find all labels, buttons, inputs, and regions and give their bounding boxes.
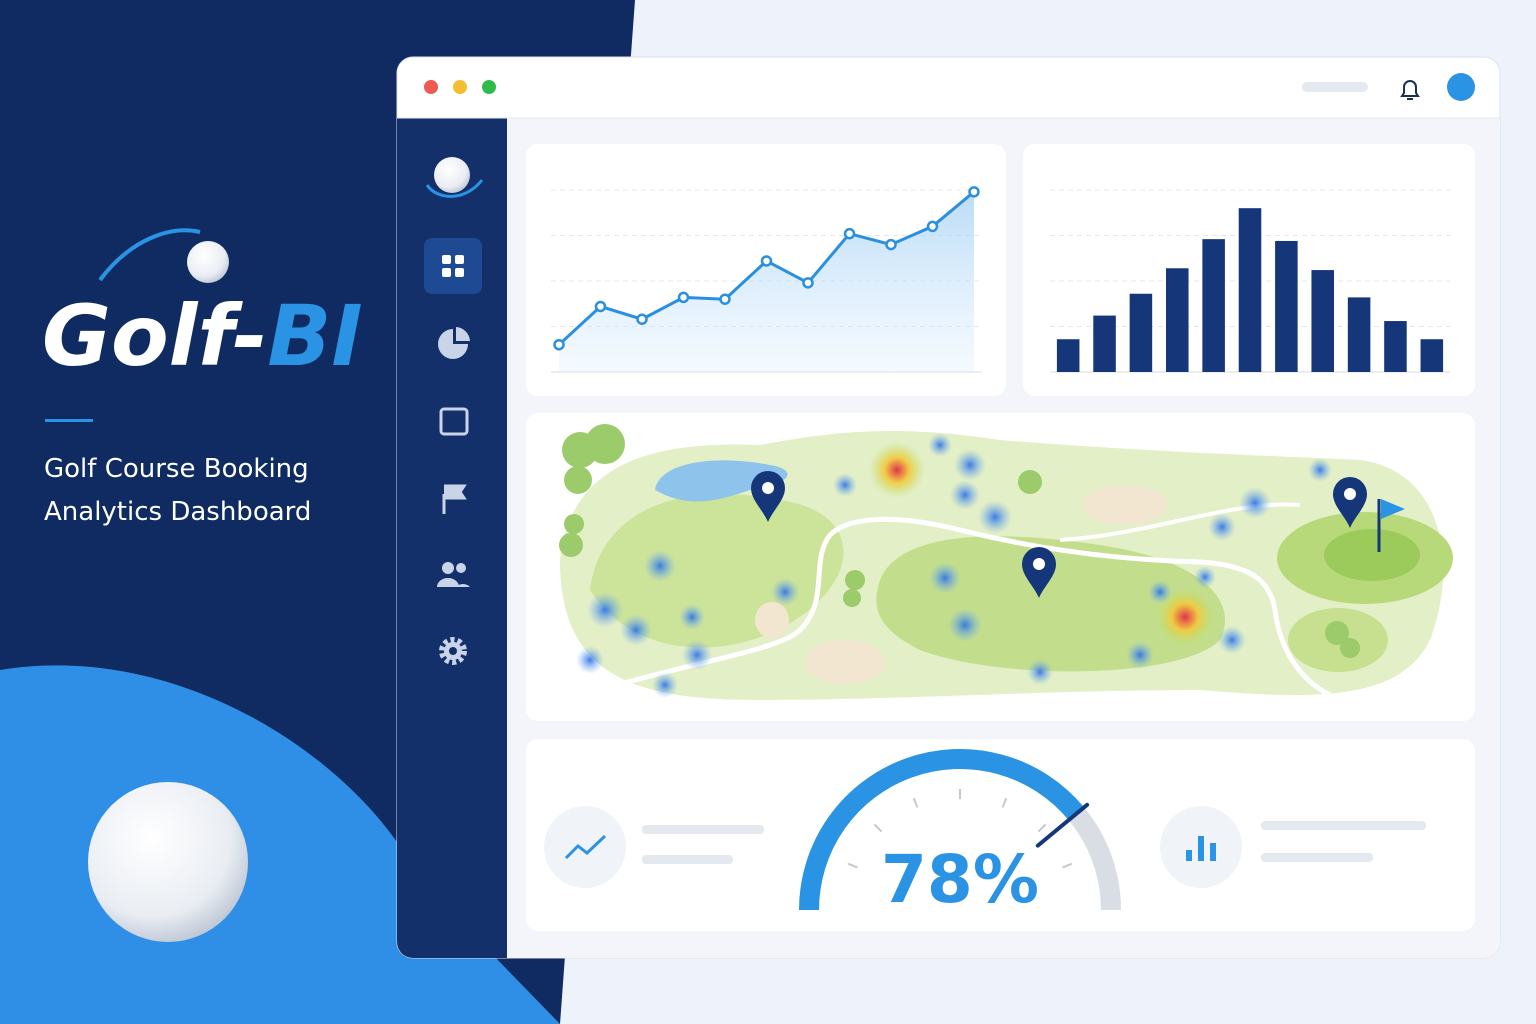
- bar: [1311, 270, 1334, 372]
- line-area: [559, 191, 974, 372]
- gauge-tick: [1062, 862, 1073, 869]
- divider: [45, 419, 93, 422]
- brand-name-first: Golf-: [42, 287, 267, 385]
- gauge-needle: [1035, 802, 1090, 848]
- bar: [1166, 268, 1189, 372]
- line-point: [719, 293, 731, 305]
- window-minimize[interactable]: [453, 80, 467, 94]
- line-point: [885, 238, 897, 251]
- trend-icon-bg: [544, 806, 626, 888]
- line-point: [802, 277, 814, 289]
- nav-courses[interactable]: [442, 484, 467, 514]
- line-point: [636, 313, 648, 325]
- dashboard-icon: [442, 255, 464, 277]
- sidebar-logo: [434, 157, 470, 193]
- logo-swoosh: [98, 228, 201, 282]
- text-placeholder: [642, 825, 764, 834]
- logo-ball: [187, 241, 229, 283]
- gauge-tick: [1037, 823, 1047, 833]
- nav-members[interactable]: [437, 562, 470, 587]
- bell-icon[interactable]: [1400, 80, 1420, 100]
- search-bar[interactable]: [1302, 82, 1368, 92]
- gauge-fill: [799, 749, 1085, 911]
- line-point: [553, 338, 565, 351]
- brand-name-second: BI: [267, 287, 362, 385]
- sidebar-logo-swoosh: [425, 179, 484, 198]
- bar: [1056, 339, 1080, 372]
- line-point: [843, 227, 856, 240]
- gauge-tick: [1001, 797, 1008, 808]
- line-point: [926, 220, 939, 233]
- golf-ball: [88, 782, 248, 942]
- gauge-tick: [912, 797, 919, 808]
- bar: [1202, 239, 1225, 372]
- bar: [1238, 208, 1262, 372]
- bar: [1420, 339, 1444, 372]
- bar: [1129, 293, 1153, 372]
- text-placeholder: [642, 855, 733, 864]
- window-maximize[interactable]: [482, 80, 496, 94]
- tagline-line: Analytics Dashboard: [44, 497, 311, 527]
- bar: [1347, 297, 1371, 372]
- text-placeholder: [1261, 853, 1373, 862]
- course-map: [559, 424, 1453, 700]
- gauge-track: [1068, 807, 1121, 911]
- tagline-line: Golf Course Booking: [44, 454, 309, 484]
- bar: [1384, 321, 1407, 372]
- bar: [1275, 240, 1298, 372]
- line-point: [968, 186, 980, 198]
- line-point: [677, 291, 690, 304]
- bar: [1093, 315, 1116, 372]
- nav-calendar[interactable]: [439, 407, 469, 436]
- text-placeholder: [1261, 821, 1426, 830]
- gauge-label: 78%: [881, 841, 1039, 918]
- bars-icon: [1186, 836, 1216, 861]
- nav-dashboard[interactable]: [424, 238, 482, 294]
- avatar[interactable]: [1447, 73, 1475, 101]
- gauge-tick: [873, 823, 883, 833]
- kpi-card: [526, 739, 1475, 931]
- nav-settings[interactable]: [439, 637, 467, 665]
- gauge-tick: [847, 862, 858, 869]
- nav-reports[interactable]: [438, 327, 470, 359]
- window-close[interactable]: [424, 80, 438, 94]
- line-point: [760, 255, 773, 267]
- brand-name: Golf-BI: [42, 287, 363, 385]
- trend-icon: [564, 834, 607, 860]
- line-point: [594, 300, 607, 313]
